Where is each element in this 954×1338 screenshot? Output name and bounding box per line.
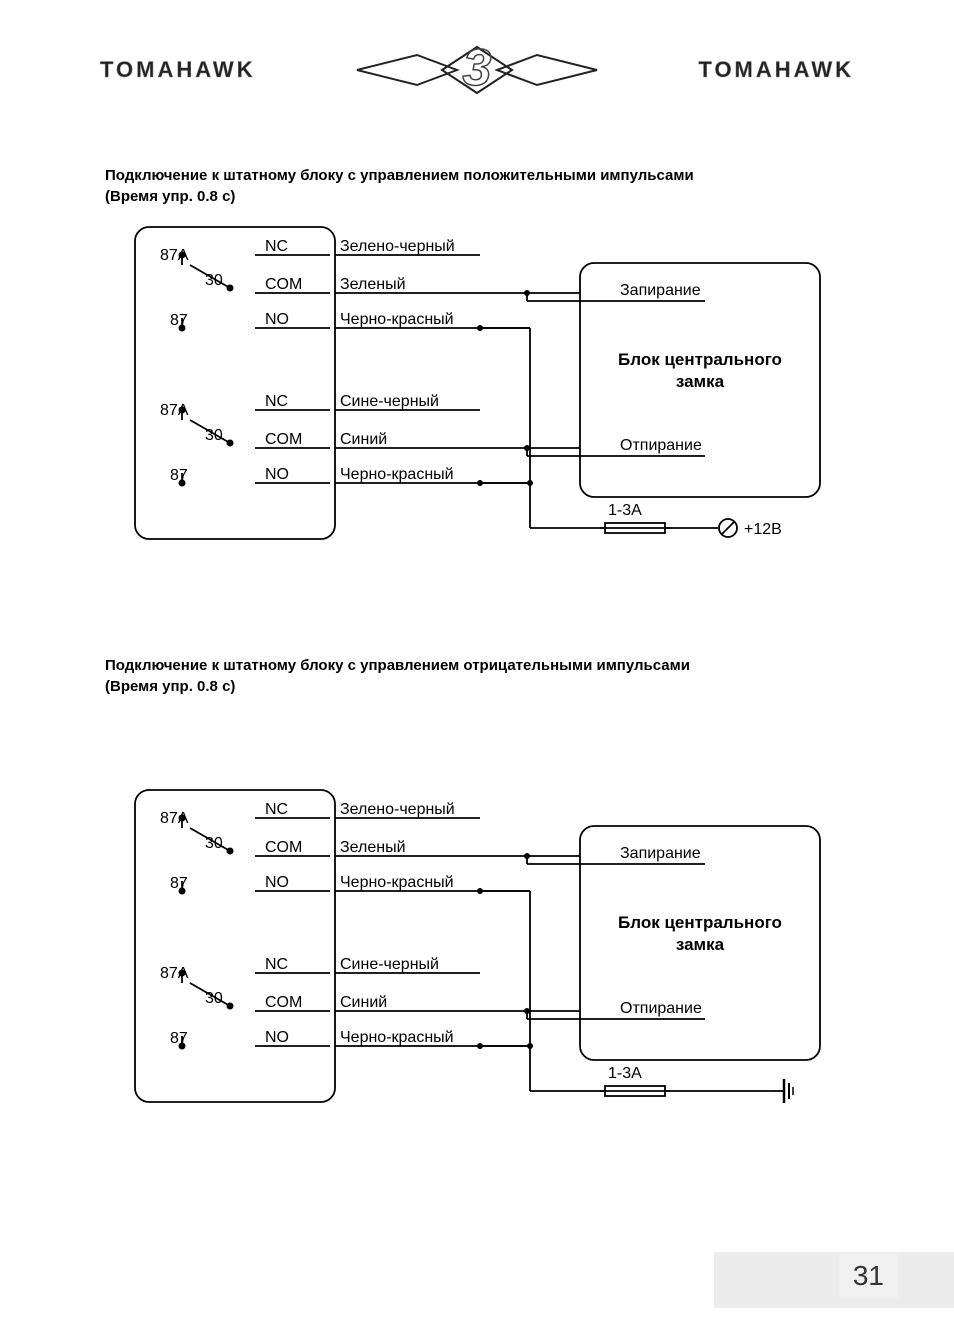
svg-text:Сине-черный: Сине-черный <box>340 956 439 973</box>
svg-text:Черно-красный: Черно-красный <box>340 311 454 328</box>
section1-title-line1: Подключение к штатному блоку с управлени… <box>105 167 694 184</box>
section1-title-line2: (Время упр. 0.8 с) <box>105 188 235 205</box>
svg-text:Черно-красный: Черно-красный <box>340 874 454 891</box>
section1-title: Подключение к штатному блоку с управлени… <box>105 165 694 207</box>
section2-title: Подключение к штатному блоку с управлени… <box>105 655 690 697</box>
svg-text:Черно-красный: Черно-красный <box>340 1029 454 1046</box>
page-number: 31 <box>839 1254 898 1298</box>
svg-text:Отпирание: Отпирание <box>620 1000 702 1017</box>
svg-text:замка: замка <box>676 372 725 391</box>
svg-text:Блок центрального: Блок центрального <box>618 913 782 932</box>
svg-text:Зелено-черный: Зелено-черный <box>340 238 455 255</box>
svg-text:1-3A: 1-3A <box>608 1065 642 1082</box>
svg-text:Зелено-черный: Зелено-черный <box>340 801 455 818</box>
svg-text:Запирание: Запирание <box>620 845 701 862</box>
svg-text:Отпирание: Отпирание <box>620 437 702 454</box>
svg-text:COM: COM <box>265 994 302 1011</box>
svg-text:1-3A: 1-3A <box>608 502 642 519</box>
brand-right: TOMAHAWK <box>698 57 854 83</box>
svg-text:Синий: Синий <box>340 994 387 1011</box>
section2-title-line1: Подключение к штатному блоку с управлени… <box>105 657 690 674</box>
svg-text:COM: COM <box>265 276 302 293</box>
svg-text:Сине-черный: Сине-черный <box>340 393 439 410</box>
svg-text:3: 3 <box>463 39 492 97</box>
diagram-positive-pulses: 87ANCЗелено-черный30COMЗеленый87NOЧерно-… <box>130 225 850 560</box>
svg-text:Зеленый: Зеленый <box>340 839 406 856</box>
svg-text:NO: NO <box>265 311 289 328</box>
section2-title-line2: (Время упр. 0.8 с) <box>105 678 235 695</box>
svg-text:NO: NO <box>265 874 289 891</box>
page-number-bg <box>714 1252 954 1308</box>
svg-text:Синий: Синий <box>340 431 387 448</box>
svg-text:NC: NC <box>265 393 288 410</box>
svg-text:COM: COM <box>265 431 302 448</box>
svg-text:замка: замка <box>676 935 725 954</box>
brand-logo: 3 <box>347 35 607 110</box>
svg-text:COM: COM <box>265 839 302 856</box>
page-header: TOMAHAWK TOMAHAWK 3 <box>100 35 854 105</box>
svg-text:Черно-красный: Черно-красный <box>340 466 454 483</box>
svg-text:NO: NO <box>265 1029 289 1046</box>
svg-text:Запирание: Запирание <box>620 282 701 299</box>
svg-text:+12B: +12B <box>744 521 782 538</box>
svg-text:NO: NO <box>265 466 289 483</box>
diagram-negative-pulses: 87ANCЗелено-черный30COMЗеленый87NOЧерно-… <box>130 788 850 1123</box>
svg-text:Блок центрального: Блок центрального <box>618 350 782 369</box>
svg-text:Зеленый: Зеленый <box>340 276 406 293</box>
brand-left: TOMAHAWK <box>100 57 256 83</box>
svg-text:NC: NC <box>265 238 288 255</box>
svg-text:NC: NC <box>265 801 288 818</box>
svg-text:NC: NC <box>265 956 288 973</box>
